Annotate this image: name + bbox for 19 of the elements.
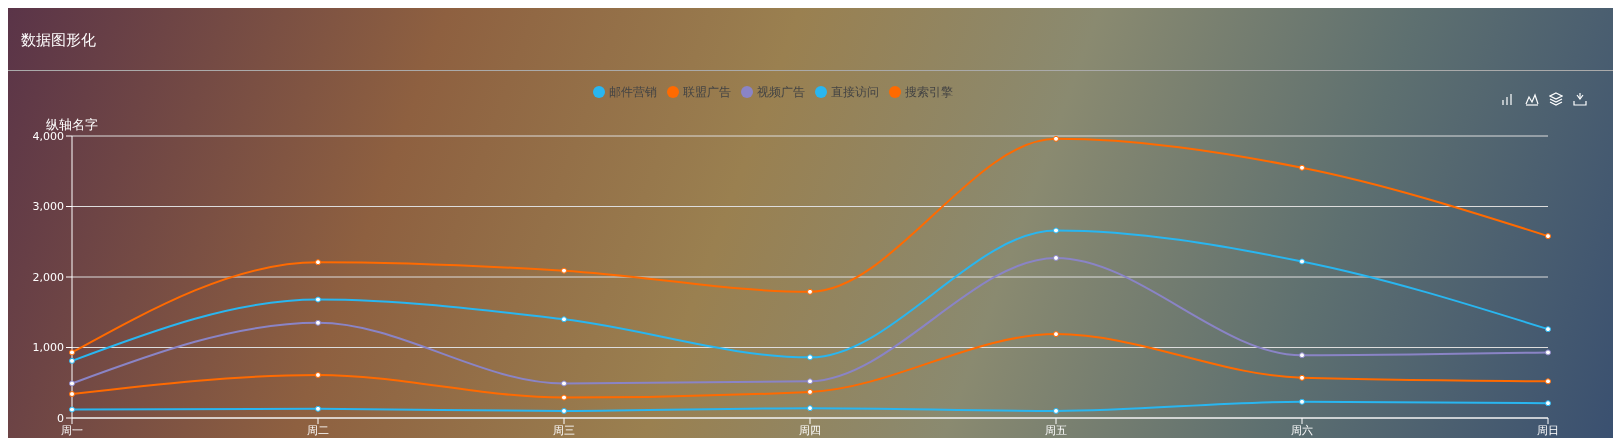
chart-title: 数据图形化 bbox=[8, 8, 1613, 71]
y-tick-label: 3,000 bbox=[32, 200, 64, 214]
y-tick-label: 1,000 bbox=[32, 341, 64, 355]
y-tick-label: 2,000 bbox=[32, 270, 64, 284]
legend-label: 邮件营销 bbox=[609, 85, 657, 99]
x-tick-label: 周三 bbox=[553, 423, 575, 437]
x-tick-label: 周日 bbox=[1537, 423, 1559, 437]
legend-label: 直接访问 bbox=[831, 85, 879, 99]
x-tick-label: 周二 bbox=[307, 423, 329, 437]
x-tick-label: 周六 bbox=[1291, 423, 1313, 437]
x-tick-label: 周四 bbox=[799, 423, 821, 437]
y-tick-label: 0 bbox=[57, 411, 64, 425]
x-tick-label: 周一 bbox=[61, 423, 83, 437]
x-tick-label: 周五 bbox=[1045, 423, 1067, 437]
legend-label: 视频广告 bbox=[757, 85, 805, 99]
legend-label: 搜索引擎 bbox=[905, 85, 953, 99]
y-axis-title: 纵轴名字 bbox=[46, 116, 98, 132]
legend-label: 联盟广告 bbox=[683, 85, 731, 99]
y-tick-label: 4,000 bbox=[32, 129, 64, 143]
